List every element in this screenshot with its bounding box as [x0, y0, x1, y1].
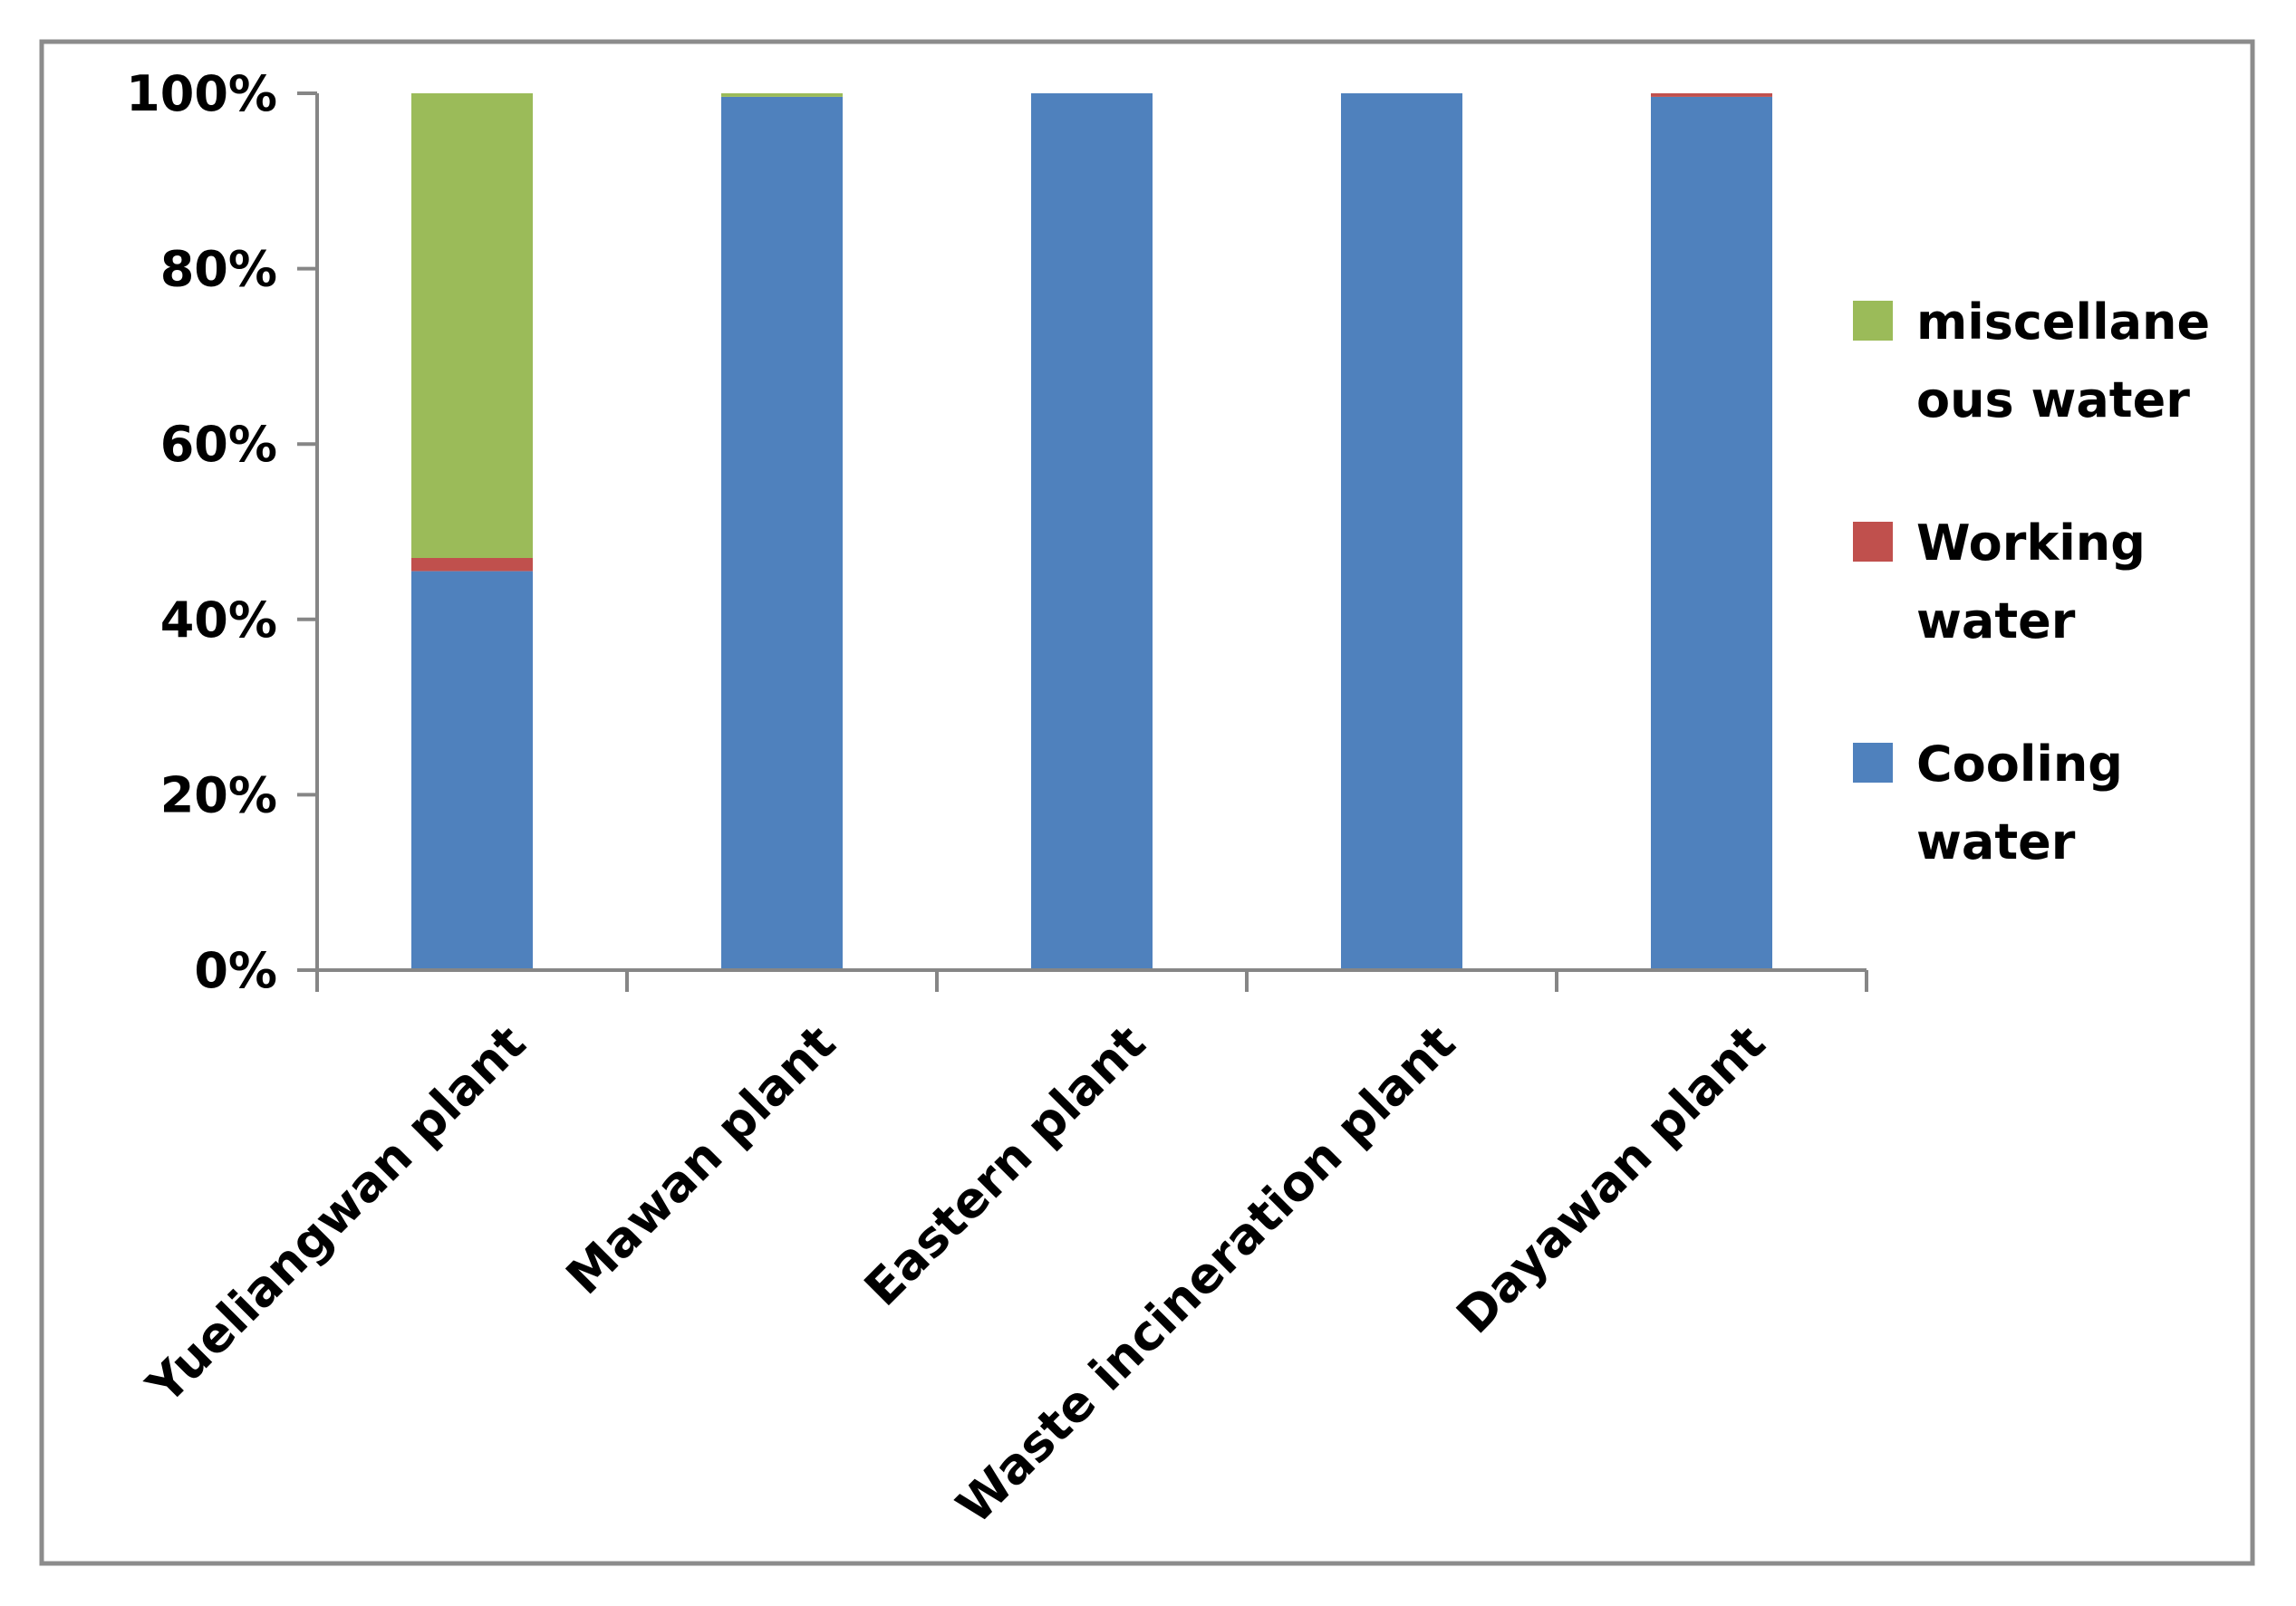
y-tick-label: 40% [160, 591, 277, 649]
y-tick-label: 80% [160, 241, 277, 298]
axes-layer [297, 91, 1868, 992]
legend-swatch [1853, 301, 1893, 341]
legend-label: Cooling [1916, 736, 2123, 793]
bar-working-water-yueliangwan-plant [411, 558, 533, 572]
legend-label: miscellane [1916, 293, 2210, 351]
bar-working-water-dayawan-plant [1651, 93, 1772, 97]
bar-cooling-water-yueliangwan-plant [411, 571, 533, 970]
y-tick-label: 100% [126, 65, 277, 122]
y-tick-label: 0% [194, 942, 277, 999]
legend-label: water [1916, 592, 2076, 649]
legend-item-working-water: Working water [1853, 514, 2146, 649]
bar-cooling-water-mawan-plant [721, 96, 843, 970]
bars-layer [411, 93, 1772, 970]
bar-cooling-water-waste-incineration-plant [1341, 93, 1462, 970]
legend-label: ous water [1916, 371, 2190, 428]
legend-label: water [1916, 813, 2076, 870]
bar-cooling-water-eastern-plant [1031, 93, 1153, 970]
legend-item-miscellaneous-water: miscellane ous water [1853, 293, 2210, 428]
bar-miscellaneous-water-mawan-plant [721, 93, 843, 97]
legend-label: Working [1916, 514, 2146, 572]
legend-swatch [1853, 743, 1893, 783]
legend: miscellane ous water Working water Cooling wa… [1853, 293, 2210, 870]
legend-swatch [1853, 522, 1893, 562]
bar-miscellaneous-water-yueliangwan-plant [411, 93, 533, 558]
y-tick-label: 60% [160, 416, 277, 473]
legend-item-cooling-water: Cooling water [1853, 736, 2123, 870]
y-tick-label: 20% [160, 766, 277, 823]
bar-cooling-water-dayawan-plant [1651, 96, 1772, 970]
